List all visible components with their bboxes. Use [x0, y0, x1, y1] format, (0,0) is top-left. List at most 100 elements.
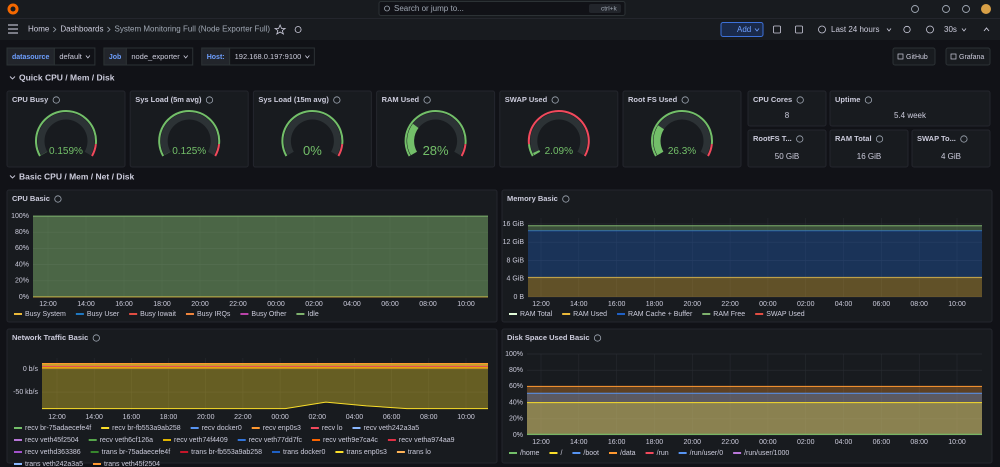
- legend-label[interactable]: recv enp0s3: [263, 425, 301, 432]
- panel-title: Sys Load (15m avg): [258, 95, 329, 104]
- legend-label[interactable]: recv veth74f4409: [174, 437, 228, 444]
- legend-label[interactable]: trans br-75adaecefe4f: [102, 449, 171, 456]
- info-icon[interactable]: [593, 334, 602, 342]
- info-icon[interactable]: [875, 135, 884, 143]
- refresh-icon[interactable]: [926, 25, 934, 34]
- x-tick-label: 20:00: [191, 301, 209, 308]
- star-icon[interactable]: [273, 23, 287, 35]
- legend-label[interactable]: recv vethd363386: [25, 449, 81, 456]
- row-title[interactable]: Basic CPU / Mem / Net / Disk: [19, 171, 135, 181]
- info-icon[interactable]: [681, 96, 689, 104]
- legend-label[interactable]: SWAP Used: [766, 311, 805, 318]
- tool-icon[interactable]: [773, 25, 781, 34]
- time-range[interactable]: Last 24 hours: [831, 25, 879, 34]
- legend-label[interactable]: recv veth9e7ca4c: [323, 437, 378, 444]
- x-tick-label: 22:00: [721, 439, 739, 446]
- search-box[interactable]: [378, 1, 626, 16]
- y-tick-label: 80%: [15, 229, 29, 236]
- panel-title: RAM Total: [835, 134, 872, 143]
- legend-label[interactable]: /run/user/0: [690, 450, 724, 457]
- legend-label[interactable]: /home: [520, 450, 540, 457]
- legend-label[interactable]: /: [560, 450, 562, 457]
- row-chevron[interactable]: [9, 175, 16, 179]
- legend-label[interactable]: recv veth77dd7fc: [249, 437, 303, 444]
- legend-label[interactable]: Busy Iowait: [140, 311, 176, 318]
- info-icon[interactable]: [796, 135, 804, 143]
- y-tick-label: -50 kb/s: [13, 389, 38, 396]
- link-button[interactable]: [892, 47, 936, 66]
- legend-label[interactable]: Idle: [307, 311, 318, 318]
- info-icon[interactable]: [54, 195, 62, 203]
- info-icon[interactable]: [796, 96, 804, 104]
- stat-value: 5.4 week: [894, 111, 927, 120]
- share-icon[interactable]: [294, 26, 302, 33]
- legend-label[interactable]: RAM Cache + Buffer: [628, 311, 693, 318]
- clock-icon[interactable]: [818, 25, 826, 34]
- variable-value: 192.168.0.197:9100: [235, 52, 302, 61]
- top-icon[interactable]: [962, 5, 970, 13]
- legend-label[interactable]: recv veth6cf126a: [100, 437, 153, 444]
- legend-label[interactable]: Busy Other: [251, 311, 287, 318]
- add-button[interactable]: [720, 22, 764, 37]
- x-tick-label: 04:00: [346, 414, 364, 421]
- zoom-icon[interactable]: [903, 25, 911, 34]
- top-icon[interactable]: [911, 5, 919, 13]
- legend-label[interactable]: Busy System: [25, 311, 66, 318]
- legend-label[interactable]: recv br-fb553a9ab258: [112, 425, 181, 432]
- legend-label[interactable]: trans docker0: [283, 449, 326, 456]
- legend-label[interactable]: /data: [620, 450, 636, 457]
- legend-label[interactable]: Busy User: [87, 311, 120, 318]
- legend-label[interactable]: recv lo: [322, 425, 343, 432]
- collapse-icon[interactable]: [983, 27, 990, 32]
- link-button[interactable]: [945, 47, 991, 66]
- legend-label[interactable]: RAM Used: [573, 311, 607, 318]
- refresh-interval[interactable]: 30s: [944, 25, 957, 34]
- legend-label[interactable]: recv veth242a3a5: [364, 425, 420, 432]
- legend-label[interactable]: trans br-fb553a9ab258: [191, 449, 262, 456]
- info-icon[interactable]: [960, 135, 968, 143]
- row-chevron[interactable]: [9, 76, 16, 80]
- info-icon[interactable]: [423, 96, 431, 104]
- y-tick-label: 60%: [15, 245, 29, 252]
- legend-label[interactable]: RAM Free: [713, 311, 745, 318]
- avatar[interactable]: [981, 4, 991, 14]
- legend-label[interactable]: recv docker0: [202, 425, 242, 432]
- info-icon[interactable]: [92, 334, 100, 342]
- logo-inner: [10, 6, 16, 12]
- legend-label[interactable]: trans veth242a3a5: [25, 461, 83, 467]
- breadcrumb[interactable]: Home: [28, 25, 50, 34]
- top-icon[interactable]: [942, 5, 950, 13]
- legend-label[interactable]: recv vetha974aa9: [399, 437, 455, 444]
- variable-select[interactable]: [125, 47, 194, 66]
- info-icon[interactable]: [333, 96, 341, 104]
- y-tick-label: 100%: [505, 351, 523, 358]
- info-icon[interactable]: [864, 96, 873, 104]
- legend-label[interactable]: Busy IRQs: [197, 311, 231, 318]
- variable-select[interactable]: [53, 47, 96, 66]
- legend-label[interactable]: RAM Total: [520, 311, 553, 318]
- y-tick-label: 20%: [509, 416, 523, 423]
- breadcrumb[interactable]: Dashboards: [60, 25, 103, 34]
- legend-label[interactable]: /run: [657, 450, 669, 457]
- x-tick-label: 14:00: [85, 414, 103, 421]
- legend-label[interactable]: recv veth45f2504: [25, 437, 79, 444]
- info-icon[interactable]: [551, 96, 559, 104]
- legend-label[interactable]: trans enp0s3: [346, 449, 387, 456]
- series-line: [42, 401, 488, 410]
- stat-value: 16 GiB: [857, 152, 881, 161]
- variable-select[interactable]: [229, 47, 315, 66]
- link-icon: [897, 53, 904, 60]
- legend-label[interactable]: /run/user/1000: [744, 450, 789, 457]
- legend-label[interactable]: recv br-75adaecefe4f: [25, 425, 91, 432]
- row-title[interactable]: Quick CPU / Mem / Disk: [19, 72, 115, 82]
- info-icon[interactable]: [52, 96, 60, 104]
- legend-label[interactable]: trans veth45f2504: [104, 461, 160, 467]
- legend-label[interactable]: /boot: [583, 450, 599, 457]
- gauge-threshold: [527, 143, 534, 157]
- legend-label[interactable]: trans lo: [408, 449, 431, 456]
- info-icon[interactable]: [562, 195, 570, 203]
- tool-icon[interactable]: [795, 25, 803, 34]
- gauge-value-arc: [407, 123, 419, 156]
- info-icon[interactable]: [205, 96, 214, 104]
